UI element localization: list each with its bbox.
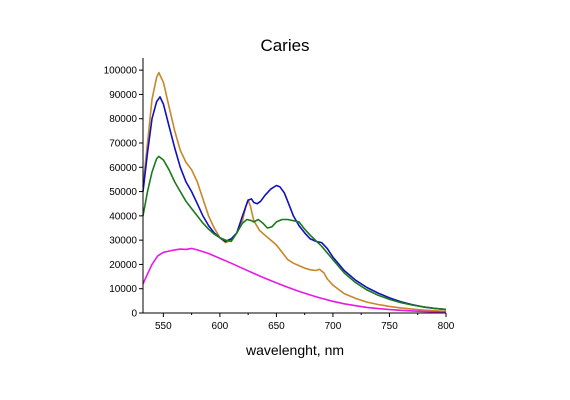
y-tick-label: 40000 [109,211,137,222]
y-tick-label: 90000 [109,90,137,101]
y-tick-label: 60000 [109,163,137,174]
x-tick-label: 600 [212,321,229,332]
series-line-3 [142,155,447,311]
y-tick-label: 20000 [109,260,137,271]
series-line-2 [142,96,447,311]
x-tick-label: 650 [268,321,285,332]
y-tick-label: 10000 [109,284,137,295]
x-axis-label: wavelenght, nm [245,342,345,358]
y-tick-label: 70000 [109,139,137,150]
chart-title: Caries [260,36,310,55]
x-tick-label: 750 [381,321,398,332]
series-line-4 [142,247,447,313]
x-tick-label: 550 [155,321,172,332]
series-line-1 [142,71,447,313]
x-tick-label: 800 [438,321,455,332]
y-tick-label: 30000 [109,236,137,247]
y-tick-label: 0 [131,309,137,320]
y-tick-label: 100000 [104,66,138,77]
y-tick-label: 80000 [109,114,137,125]
y-tick-label: 50000 [109,187,137,198]
series-layer [142,71,447,313]
axes-layer: 0 10000 20000 30000 40000 50000 60000 70000 8000… [104,58,455,332]
x-tick-label: 700 [325,321,342,332]
